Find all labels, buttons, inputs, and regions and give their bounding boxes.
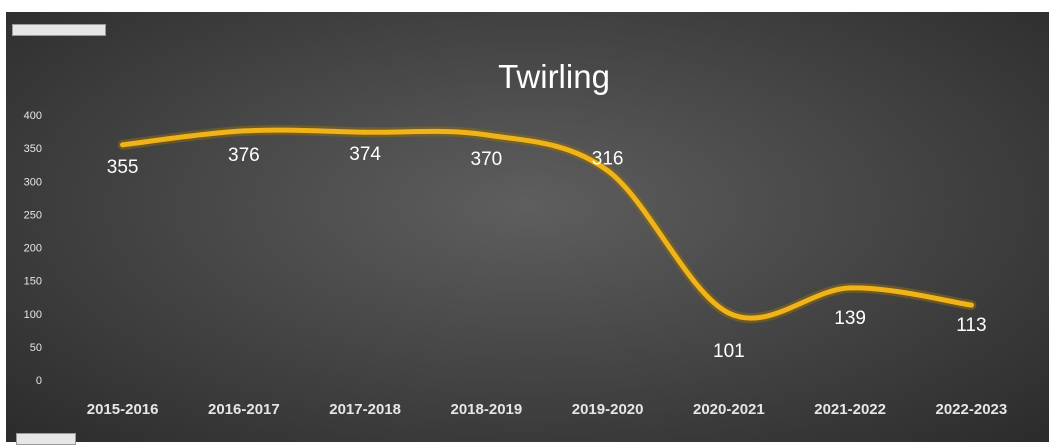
data-label: 374 — [349, 144, 381, 165]
chart-title: Twirling — [498, 58, 610, 95]
x-tick-label: 2019-2020 — [572, 401, 644, 418]
x-tick-label: 2017-2018 — [329, 401, 401, 418]
data-label: 355 — [107, 157, 139, 178]
chart-field-button[interactable] — [12, 24, 106, 36]
data-label: 370 — [471, 149, 503, 170]
data-point — [120, 142, 126, 148]
axis-field-button[interactable] — [16, 433, 76, 445]
x-tick-label: 2018-2019 — [451, 401, 523, 418]
data-point — [968, 302, 974, 308]
y-tick-label: 350 — [24, 143, 42, 155]
y-tick-label: 50 — [30, 342, 42, 354]
data-label: 316 — [592, 149, 624, 170]
data-point — [847, 285, 853, 291]
data-label: 101 — [713, 341, 745, 362]
data-label: 113 — [956, 315, 986, 336]
data-point — [241, 128, 247, 134]
data-label: 139 — [834, 308, 866, 329]
x-tick-label: 2015-2016 — [87, 401, 159, 418]
data-point — [362, 129, 368, 135]
data-point — [483, 132, 489, 138]
y-tick-label: 400 — [24, 110, 42, 122]
y-tick-label: 0 — [36, 375, 42, 387]
data-point — [726, 310, 732, 316]
data-label: 376 — [228, 145, 260, 166]
chart-panel — [6, 12, 1049, 442]
x-tick-label: 2021-2022 — [814, 401, 886, 418]
y-tick-label: 150 — [24, 276, 42, 288]
x-tick-label: 2020-2021 — [693, 401, 765, 418]
x-tick-label: 2016-2017 — [208, 401, 280, 418]
data-point — [605, 168, 611, 174]
y-tick-label: 300 — [24, 176, 42, 188]
series-line — [120, 127, 974, 321]
y-tick-label: 200 — [24, 243, 42, 255]
x-tick-label: 2022-2023 — [936, 401, 1008, 418]
y-tick-label: 100 — [24, 309, 42, 321]
y-tick-label: 250 — [24, 209, 42, 221]
